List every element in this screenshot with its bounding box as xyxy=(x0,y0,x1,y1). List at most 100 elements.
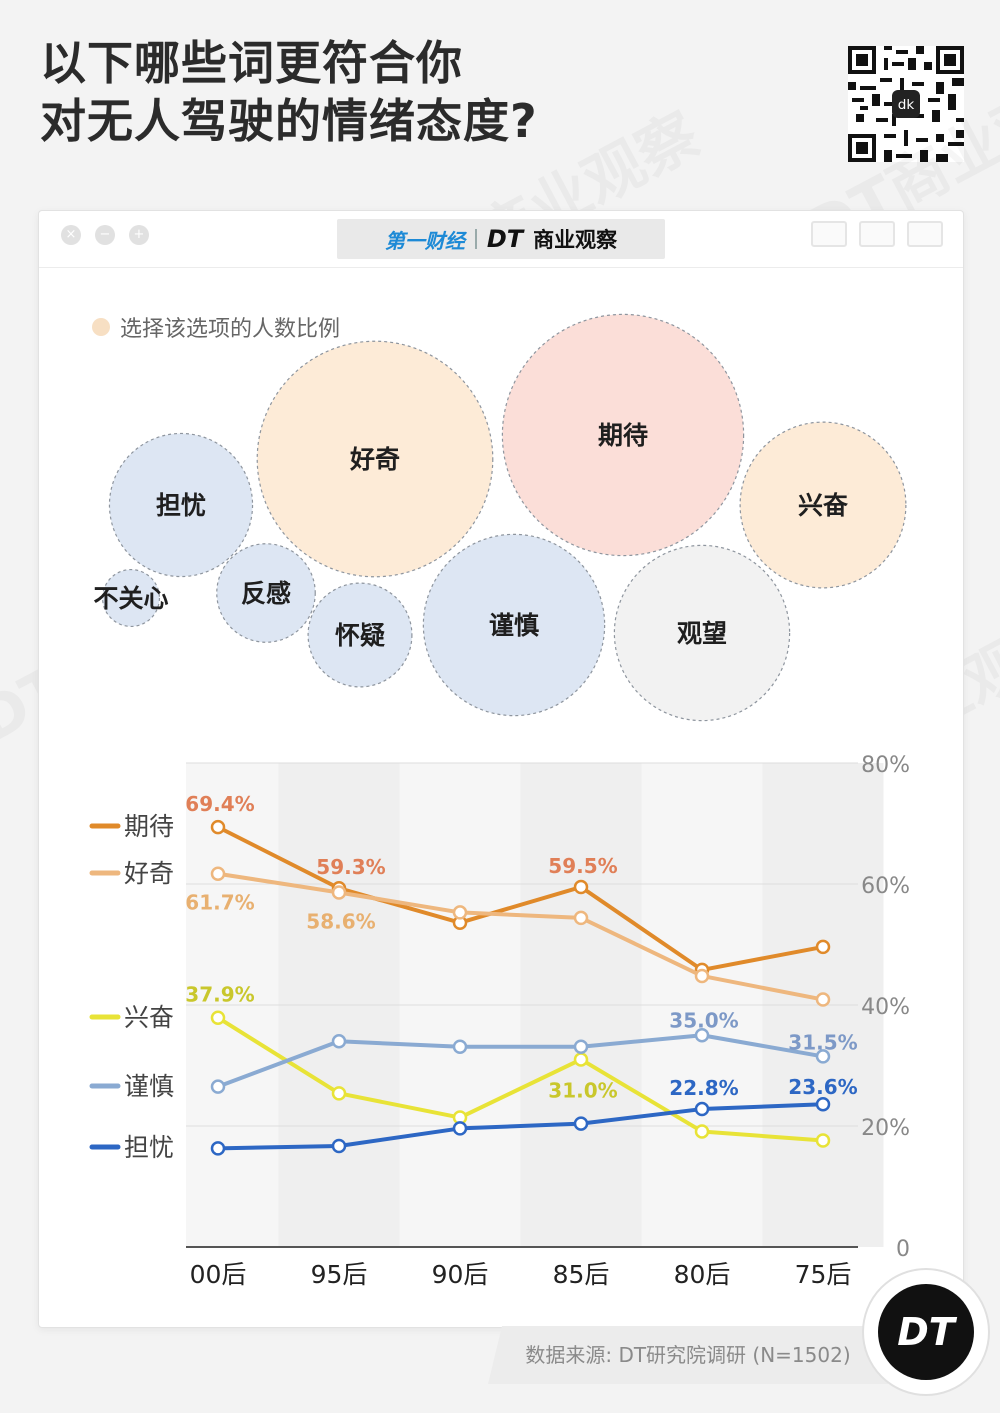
x-tick-label: 90后 xyxy=(432,1260,489,1289)
x-tick-label: 80后 xyxy=(674,1260,731,1289)
data-point xyxy=(573,1052,589,1067)
dt-logo-badge: DT xyxy=(862,1268,990,1396)
data-point xyxy=(815,992,831,1007)
bubble-label: 不关心 xyxy=(93,584,168,613)
window-icon[interactable] xyxy=(907,221,943,247)
series-line xyxy=(217,1102,824,1151)
bubble-circle xyxy=(613,544,791,722)
bubble-label: 观望 xyxy=(677,619,727,648)
data-label: 69.4% xyxy=(185,792,254,816)
legend-label: 担忧 xyxy=(124,1133,174,1162)
data-point xyxy=(210,1079,226,1094)
legend-label: 谨慎 xyxy=(124,1072,174,1101)
bubble-label: 好奇 xyxy=(349,445,400,474)
bubble-label: 兴奋 xyxy=(798,491,849,520)
window-titlebar: × − + 第一财经 DT 商业观察 xyxy=(39,211,963,268)
data-point xyxy=(331,1138,347,1154)
data-point xyxy=(331,1086,347,1101)
bubble-circle xyxy=(739,421,907,589)
y-tick-label: 60% xyxy=(861,874,910,899)
data-point xyxy=(573,1039,589,1054)
bubble-legend: 选择该选项的人数比例 xyxy=(92,311,340,343)
bubble-label: 怀疑 xyxy=(335,621,385,650)
data-point xyxy=(452,1039,468,1054)
data-point xyxy=(815,1096,831,1112)
data-point xyxy=(210,819,226,835)
data-label: 58.6% xyxy=(306,909,375,933)
series-line xyxy=(217,871,824,1002)
data-label: 61.7% xyxy=(185,891,254,915)
data-point xyxy=(210,1010,226,1025)
data-point xyxy=(452,905,468,920)
chart-title: 以下哪些词更符合你 对无人驾驶的情绪态度? xyxy=(40,34,538,150)
x-tick-label: 00后 xyxy=(190,1260,247,1289)
dt-logo-icon: DT xyxy=(878,1284,974,1380)
data-label: 35.0% xyxy=(669,1008,738,1032)
x-tick-label: 95后 xyxy=(311,1260,368,1289)
bubble-circle xyxy=(501,313,745,557)
data-point xyxy=(331,1034,347,1049)
bubble-circle xyxy=(256,340,494,578)
bubble-circle xyxy=(101,568,161,628)
legend-label: 好奇 xyxy=(124,859,174,888)
camera-icon[interactable] xyxy=(859,221,895,247)
bubble-label: 谨慎 xyxy=(489,611,539,640)
data-point xyxy=(815,939,831,955)
maximize-icon[interactable]: + xyxy=(129,225,149,245)
svg-text:dk: dk xyxy=(898,97,915,113)
data-point xyxy=(573,910,589,926)
legend-dot-icon xyxy=(92,318,110,336)
y-tick-label: 80% xyxy=(861,753,910,778)
data-point xyxy=(694,968,710,984)
brand-banner: 第一财经 DT 商业观察 xyxy=(337,219,665,259)
line-chart: 0 20% 40% 60% 80% 00后 95后 90后 85后 80后 75后 69.4% 59.3… xyxy=(89,753,910,1289)
data-point xyxy=(694,1101,710,1117)
record-icon[interactable] xyxy=(811,221,847,247)
dt-logo-text: DT xyxy=(486,225,524,253)
data-label: 23.6% xyxy=(788,1075,857,1099)
series-line xyxy=(217,1033,824,1089)
bubble-label: 期待 xyxy=(598,421,648,450)
series-line xyxy=(217,825,824,972)
data-source: 数据来源: DT研究院调研 (N=1502) xyxy=(488,1326,888,1384)
data-point xyxy=(210,866,226,881)
data-point xyxy=(815,1133,831,1148)
data-point xyxy=(815,1049,831,1064)
data-point xyxy=(694,1028,710,1043)
data-point xyxy=(573,879,589,895)
data-label: 59.5% xyxy=(548,854,617,878)
data-point xyxy=(573,1116,589,1131)
x-tick-label: 85后 xyxy=(553,1260,610,1289)
bubble-circle xyxy=(108,432,254,578)
data-point xyxy=(331,885,347,900)
data-label: 31.0% xyxy=(548,1078,617,1102)
data-point xyxy=(694,1124,710,1139)
brand-divider xyxy=(474,229,477,249)
data-label: 22.8% xyxy=(669,1076,738,1100)
data-point xyxy=(452,1121,468,1136)
data-label: 31.5% xyxy=(788,1030,857,1054)
qr-code-icon: dk xyxy=(848,46,964,162)
yicai-logo: 第一财经 xyxy=(384,228,465,253)
bubble-circle xyxy=(307,582,413,688)
minimize-icon[interactable]: − xyxy=(95,225,115,245)
x-tick-label: 75后 xyxy=(795,1260,852,1289)
title-line-2: 对无人驾驶的情绪态度? xyxy=(40,94,538,148)
legend-label: 兴奋 xyxy=(124,1003,174,1032)
bubble-circle xyxy=(422,533,606,717)
legend-label: 期待 xyxy=(124,812,174,841)
y-tick-label: 40% xyxy=(861,995,910,1020)
bubble-label: 担忧 xyxy=(156,491,206,520)
close-icon[interactable]: × xyxy=(61,225,81,245)
y-tick-label: 20% xyxy=(861,1116,910,1141)
data-label: 59.3% xyxy=(316,855,385,879)
data-label: 37.9% xyxy=(185,983,254,1007)
bubble-label: 反感 xyxy=(241,579,291,608)
y-tick-label: 0 xyxy=(896,1237,910,1262)
title-line-1: 以下哪些词更符合你 xyxy=(40,36,463,90)
data-point xyxy=(210,1141,226,1156)
series-line xyxy=(216,1016,824,1143)
bubble-circle xyxy=(216,543,316,643)
